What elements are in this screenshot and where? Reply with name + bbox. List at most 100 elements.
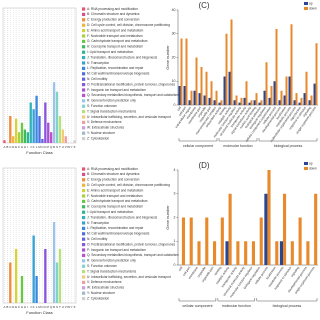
legend-label: V: Defense mechanisms (87, 120, 122, 124)
legend-swatch (82, 226, 86, 230)
x-axis-title: Function Class (26, 150, 52, 155)
x-tick-label: U (62, 145, 64, 149)
legend-label: P: Inorganic ion transport and metabolis… (87, 88, 146, 92)
legend-label: Q: Secondary metabolites biosynthesis, t… (87, 253, 179, 257)
y-tick-label: 40 (172, 8, 176, 12)
x-tick-label: M (38, 145, 41, 149)
legend-label: E: Amino acid transport and metabolism (87, 28, 144, 32)
legend-label: F: Nucleotide transport and metabolism (87, 34, 143, 38)
legend-label: W: Extracellular structures (87, 286, 125, 290)
legend-label: B: Chromatin structure and dynamics (87, 172, 140, 176)
bar (265, 62, 268, 105)
legend-label: U: Intracellular trafficking, secretion,… (87, 115, 171, 119)
bar (259, 217, 263, 265)
bar (293, 100, 296, 105)
legend-swatch (82, 23, 86, 27)
bar (3, 140, 6, 143)
bar (310, 95, 313, 105)
legend-label: P: Inorganic ion transport and metabolis… (87, 248, 146, 252)
bar (306, 241, 310, 265)
x-tick-label: W (67, 305, 70, 309)
bar (275, 29, 278, 105)
legend-label: N: Cell motility (87, 77, 108, 81)
x-tick-label: S (56, 145, 58, 149)
bar (251, 241, 255, 265)
legend-swatch (82, 259, 86, 263)
bar (41, 138, 44, 143)
group-label: molecular function (222, 304, 251, 308)
bar (244, 241, 248, 265)
legend-label: G: Carbohydrate transport and metabolism (87, 39, 148, 43)
bar (290, 24, 293, 105)
legend-label: H: Coenzyme transport and metabolism (87, 205, 144, 209)
x-tick-label: C (9, 145, 12, 149)
legend-label: B: Chromatin structure and dynamics (87, 12, 140, 16)
bar (195, 57, 198, 105)
bar (205, 71, 208, 105)
bar (213, 241, 217, 265)
legend-label: Y: Nuclear structure (87, 291, 115, 295)
bar (203, 95, 206, 105)
legend-swatch (82, 221, 86, 225)
legend-label: R: General function prediction only (87, 99, 136, 103)
bar (260, 100, 263, 105)
bar (58, 249, 62, 303)
group-label: biological process (273, 304, 302, 308)
bar (264, 193, 268, 265)
bar (210, 81, 213, 105)
legend-label: H: Coenzyme transport and metabolism (87, 45, 144, 49)
bar (20, 276, 24, 303)
y-tick-label: 0 (174, 263, 176, 267)
x-tick-label: N (41, 305, 43, 309)
legend-label: U: Intracellular trafficking, secretion,… (87, 275, 171, 279)
bar (220, 100, 223, 105)
x-tick-label: membrane (185, 105, 197, 119)
legend-label: F: Nucleotide transport and metabolism (87, 194, 143, 198)
x-tick-label: A (3, 145, 5, 149)
x-tick-label: membrane (187, 265, 199, 279)
y-tick-label: 4 (174, 168, 176, 172)
legend-swatch (82, 243, 86, 247)
x-tick-label: cell (176, 105, 182, 111)
bar (258, 102, 261, 105)
legend-swatch (82, 199, 86, 203)
legend-label: A: RNA processing and modification (87, 167, 138, 171)
x-tick-label: P (47, 145, 49, 149)
legend-label: C: Energy production and conversion (87, 178, 140, 182)
bar (73, 140, 76, 143)
y-tick-label: 30 (172, 32, 176, 36)
legend-swatch (304, 167, 308, 170)
legend-label: I: Lipid transport and metabolism (87, 50, 134, 54)
legend-swatch (304, 7, 308, 10)
legend-label: G: Carbohydrate transport and metabolism (87, 199, 148, 203)
legend-label: K: Transcription (87, 221, 109, 225)
x-tick-label: C (9, 305, 12, 309)
bar (44, 249, 47, 303)
x-tick-label: localization (275, 105, 287, 120)
bar (279, 241, 283, 265)
bar (223, 76, 226, 105)
bar (181, 217, 185, 265)
legend-swatch (82, 194, 86, 198)
legend-swatch (82, 120, 86, 124)
x-tick-label: signaling (302, 105, 312, 117)
x-tick-label: cell part (178, 106, 187, 117)
legend-label: down (309, 166, 317, 170)
legend-label: up (309, 1, 313, 5)
x-tick-label: I (27, 305, 28, 309)
legend-swatch (82, 291, 86, 295)
legend-swatch (82, 18, 86, 22)
panel-label: (C) (198, 1, 209, 10)
legend-swatch (82, 50, 86, 54)
bar (255, 93, 258, 105)
bar (225, 241, 229, 265)
bar (14, 118, 18, 143)
legend-label: down (309, 6, 317, 10)
y-axis-title: Gene number (165, 45, 170, 70)
legend-swatch (82, 253, 86, 257)
group-label: molecular function (223, 144, 252, 148)
bar (278, 100, 281, 105)
x-tick-label: G (21, 145, 24, 149)
bar (52, 222, 56, 303)
bar (52, 82, 56, 143)
